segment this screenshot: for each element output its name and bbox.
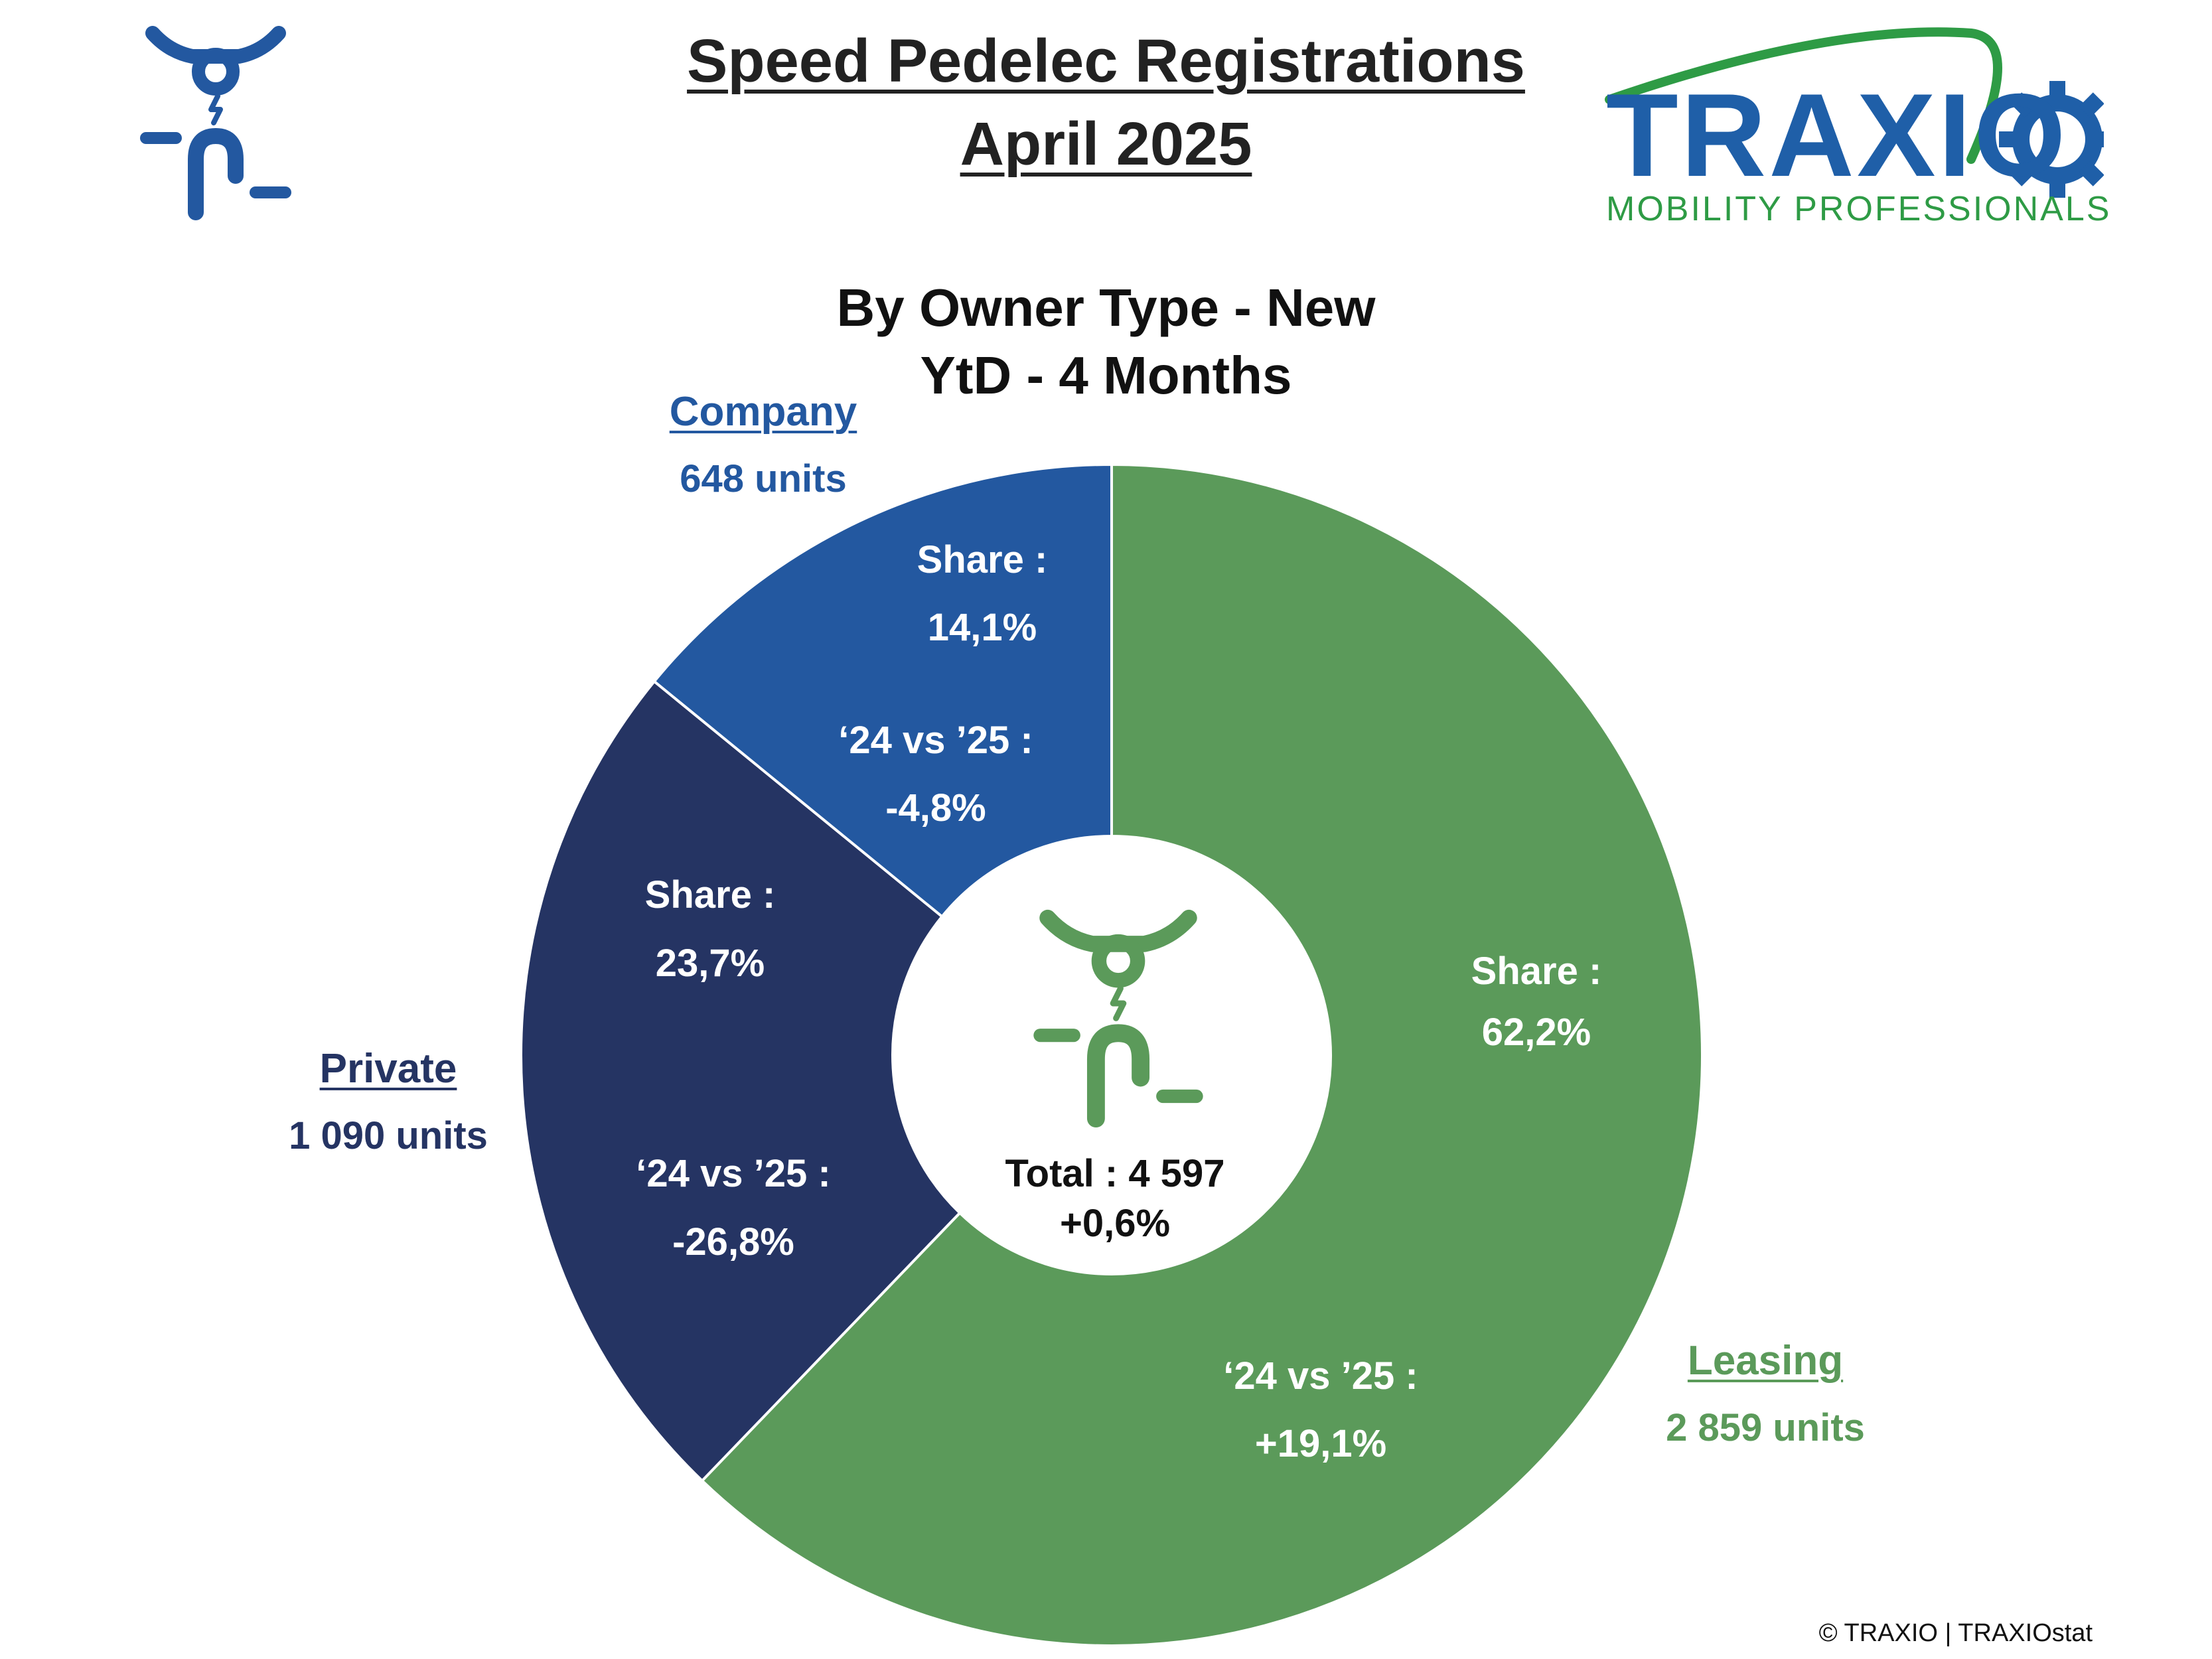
traxio-tagline: MOBILITY PROFESSIONALS — [1606, 190, 2112, 228]
company-share-value: 14,1% — [927, 606, 1037, 649]
page-title: Speed Pedelec Registrations — [687, 27, 1525, 95]
private-share-value: 23,7% — [655, 942, 765, 985]
donut-slice-private — [520, 680, 962, 1483]
total-change: +0,6% — [1059, 1202, 1171, 1245]
speed-pedelec-icon — [140, 26, 291, 220]
chart-title-line1: By Owner Type - New — [836, 278, 1376, 337]
traxio-logo-graphic — [1605, 27, 2116, 198]
leasing-label: Leasing — [1687, 1338, 1844, 1384]
copyright-notice: © TRAXIO | TRAXIOstat — [1818, 1619, 2093, 1647]
company-units: 648 units — [680, 457, 847, 500]
traxio-logo: TRAXIO MOBILITY PROFESSIONALS — [1599, 27, 2116, 239]
total-label: Total : 4 597 — [1005, 1152, 1225, 1195]
company-share-prefix: Share : — [917, 538, 1048, 581]
donut-slice-leasing — [700, 463, 1704, 1647]
leasing-change-value: +19,1% — [1254, 1422, 1387, 1465]
private-share-prefix: Share : — [644, 873, 776, 916]
chart-title-line2: YtD - 4 Months — [920, 346, 1292, 405]
leasing-units: 2 859 units — [1666, 1406, 1865, 1449]
leasing-share-prefix: Share : — [1471, 950, 1602, 993]
company-change-prefix: ‘24 vs ’25 : — [838, 719, 1033, 762]
private-change-value: -26,8% — [672, 1220, 794, 1263]
private-change-prefix: ‘24 vs ’25 : — [636, 1152, 831, 1195]
speed-pedelec-icon — [1033, 909, 1203, 1128]
donut-slice-company — [652, 463, 1113, 919]
page-subtitle-date: April 2025 — [960, 110, 1252, 178]
traxio-wordmark: TRAXIO — [1606, 69, 2069, 201]
private-units: 1 090 units — [289, 1114, 488, 1157]
leasing-change-prefix: ‘24 vs ’25 : — [1223, 1354, 1418, 1398]
leasing-share-value: 62,2% — [1481, 1011, 1591, 1054]
private-label: Private — [319, 1046, 457, 1092]
company-label: Company — [669, 389, 857, 435]
company-change-value: -4,8% — [885, 786, 986, 830]
